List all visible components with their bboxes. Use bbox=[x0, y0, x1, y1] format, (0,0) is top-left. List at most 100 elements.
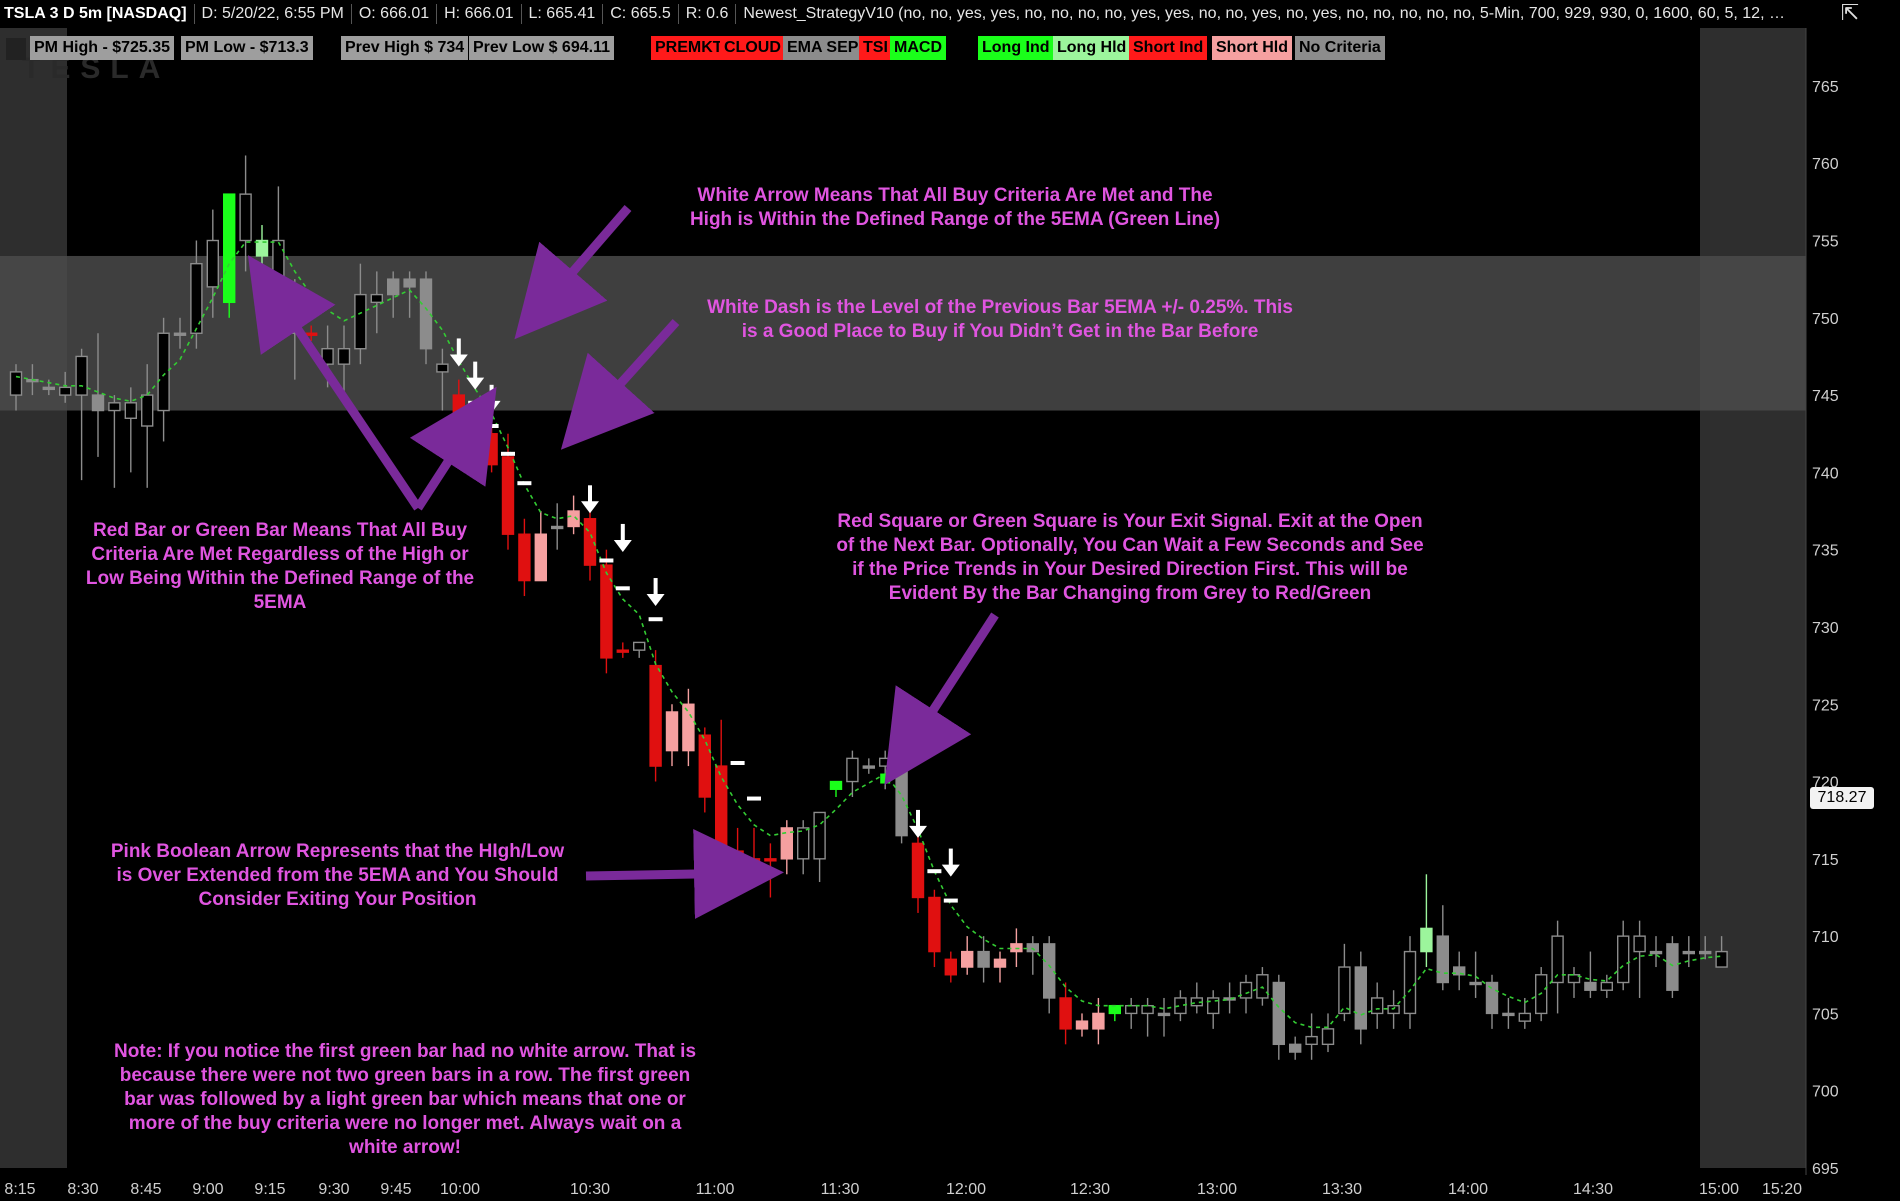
candle-body bbox=[993, 958, 1007, 968]
labels-toggle[interactable] bbox=[6, 38, 26, 60]
afterhours-shade bbox=[1700, 28, 1806, 1168]
white-dash bbox=[517, 481, 532, 486]
candle-body bbox=[928, 896, 941, 953]
white-arrow-head bbox=[909, 825, 927, 838]
candle-body bbox=[1174, 997, 1187, 1015]
candle-body bbox=[616, 649, 629, 653]
note-red-green-bar: Red Bar or Green Bar Means That All Buy … bbox=[85, 520, 475, 613]
candle-body bbox=[436, 363, 449, 373]
y-tick-label: 705 bbox=[1812, 1006, 1839, 1023]
candle-body bbox=[1715, 950, 1728, 968]
white-dash bbox=[943, 898, 958, 903]
white-arrow-head bbox=[466, 377, 485, 390]
candle-body bbox=[140, 394, 154, 427]
x-tick-label: 14:00 bbox=[1448, 1181, 1488, 1198]
candle-body bbox=[239, 193, 252, 242]
label-macd: MACD bbox=[890, 36, 946, 60]
white-arrow-head bbox=[449, 354, 468, 367]
white-arrow-head bbox=[646, 594, 665, 607]
candle-body bbox=[862, 765, 875, 769]
candle-body bbox=[1469, 981, 1482, 986]
candle-body bbox=[1272, 981, 1286, 1046]
label-no-criteria: No Criteria bbox=[1295, 36, 1385, 60]
label-pm-low: PM Low - $713.3 bbox=[181, 36, 313, 60]
candle-body bbox=[1518, 1012, 1532, 1022]
y-tick-label: 700 bbox=[1812, 1084, 1839, 1101]
arrow-to-exit-square bbox=[884, 612, 999, 786]
white-dash bbox=[648, 617, 663, 622]
candle-body bbox=[1141, 1004, 1154, 1015]
label-short-hld: Short Hld bbox=[1212, 36, 1292, 60]
candle-body bbox=[42, 386, 55, 391]
x-tick-label: 8:30 bbox=[67, 1181, 98, 1198]
x-tick-label: 13:00 bbox=[1197, 1181, 1237, 1198]
white-dash bbox=[927, 869, 942, 874]
candle-body bbox=[1206, 997, 1220, 1015]
candle-body bbox=[944, 958, 957, 976]
candle-body bbox=[1551, 935, 1564, 984]
arrow-to-red-bar bbox=[409, 386, 497, 511]
label-long-hld: Long Hld bbox=[1053, 36, 1131, 60]
x-tick-label: 9:45 bbox=[380, 1181, 411, 1198]
label-long-ind: Long Ind bbox=[978, 36, 1054, 60]
candle-body bbox=[583, 518, 597, 566]
candles-layer bbox=[9, 155, 1728, 1060]
candle-body bbox=[1452, 966, 1466, 976]
candle-body bbox=[797, 827, 810, 860]
symbol-selector[interactable]: TSLA 3 D 5m [NASDAQ] bbox=[0, 4, 195, 24]
white-arrow-head bbox=[613, 539, 632, 552]
candle-body bbox=[485, 433, 498, 466]
candle-body bbox=[551, 525, 564, 530]
label-prev-high: Prev High $ 734 bbox=[341, 36, 469, 60]
candle-body bbox=[354, 293, 367, 350]
candle-body bbox=[747, 858, 761, 868]
x-tick-label: 10:00 bbox=[440, 1181, 480, 1198]
candle-body bbox=[715, 765, 728, 852]
candle-body bbox=[1682, 950, 1696, 955]
candle-body bbox=[452, 394, 465, 419]
y-tick-label: 730 bbox=[1812, 620, 1839, 637]
note-white-dash: White Dash is the Level of the Previous … bbox=[707, 297, 1293, 342]
candle-body bbox=[813, 811, 826, 860]
y-tick-label: 755 bbox=[1812, 234, 1839, 251]
candle-body bbox=[419, 278, 433, 350]
candle-body bbox=[305, 332, 318, 336]
candle-body bbox=[222, 193, 236, 304]
x-tick-label: 9:30 bbox=[318, 1181, 349, 1198]
candle-body bbox=[1649, 950, 1663, 955]
y-tick-label: 735 bbox=[1812, 543, 1839, 560]
candle-body bbox=[731, 850, 744, 860]
candle-body bbox=[501, 456, 515, 535]
candle-body bbox=[1633, 935, 1646, 953]
x-axis: 8:15 8:30 8:45 9:00 9:15 9:30 9:45 10:00 10:30 11… bbox=[4, 1181, 1802, 1198]
candle-body bbox=[59, 386, 72, 396]
note-white-arrow: White Arrow Means That All Buy Criteria … bbox=[689, 185, 1221, 230]
candle-body bbox=[895, 765, 908, 837]
premarket-shade bbox=[0, 28, 67, 1168]
candle-body bbox=[698, 734, 711, 798]
collapse-icon[interactable]: ⇱ bbox=[1840, 0, 1860, 25]
study-title[interactable]: Newest_StrategyV10 (no, no, yes, yes, no… bbox=[743, 5, 1799, 22]
y-tick-label: 710 bbox=[1812, 929, 1839, 946]
candle-body bbox=[1157, 1012, 1171, 1017]
y-tick-label: 745 bbox=[1812, 388, 1839, 405]
white-dash bbox=[599, 558, 614, 563]
candle-body bbox=[567, 510, 580, 528]
candle-body bbox=[9, 371, 23, 396]
candle-body bbox=[1223, 997, 1236, 1001]
note-pink-arrow: Pink Boolean Arrow Represents that the H… bbox=[110, 841, 565, 910]
candle-body bbox=[75, 355, 88, 396]
candle-body bbox=[518, 533, 531, 582]
candle-body bbox=[1042, 943, 1056, 999]
x-tick-label: 8:15 bbox=[4, 1181, 35, 1198]
current-price-tag: 718.27 bbox=[1810, 787, 1874, 809]
y-tick-label: 765 bbox=[1812, 79, 1839, 96]
label-pm-high: PM High - $725.35 bbox=[30, 36, 175, 60]
note-first-green: Note: If you notice the first green bar … bbox=[113, 1041, 697, 1158]
white-dash bbox=[615, 586, 630, 591]
candle-body bbox=[124, 402, 138, 419]
candle-body bbox=[1567, 974, 1581, 984]
annotation-arrows bbox=[247, 205, 999, 919]
candle-body bbox=[272, 239, 285, 280]
